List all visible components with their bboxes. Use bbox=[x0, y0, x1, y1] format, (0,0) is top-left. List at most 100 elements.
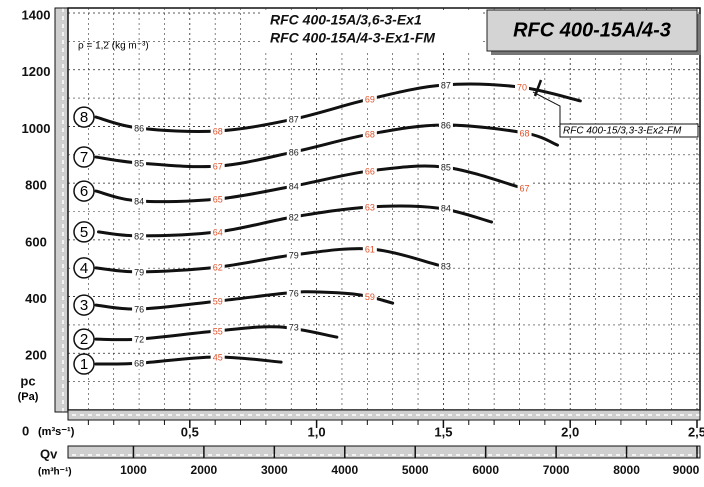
efficiency-bg bbox=[286, 248, 301, 261]
chart-title: RFC 400-15A/4-3 bbox=[513, 19, 671, 41]
x-axis-band bbox=[67, 409, 701, 421]
y-tick-label: 1000 bbox=[22, 121, 51, 136]
plot-frame bbox=[67, 7, 701, 411]
efficiency-label: 79 bbox=[134, 267, 144, 277]
speed-circle bbox=[73, 353, 95, 375]
efficiency-bg bbox=[438, 79, 453, 92]
x-tick-label: 0,5 bbox=[181, 424, 199, 439]
efficiency-label: 84 bbox=[441, 203, 451, 213]
y-tick-label: 1400 bbox=[22, 7, 51, 22]
speed-label: 8 bbox=[80, 109, 88, 126]
fan-curve bbox=[94, 247, 440, 274]
efficiency-bg bbox=[362, 290, 377, 303]
efficiency-label: 84 bbox=[134, 196, 144, 206]
subtitle-bg bbox=[262, 12, 482, 50]
subtitle: RFC 400-15A/4-3-Ex1-FM bbox=[270, 30, 435, 46]
y-axis-band bbox=[54, 7, 69, 413]
efficiency-bg bbox=[210, 124, 225, 137]
efficiency-bg bbox=[210, 350, 225, 363]
speed-label: 4 bbox=[80, 260, 88, 277]
efficiency-bg bbox=[362, 92, 377, 105]
efficiency-label: 87 bbox=[441, 80, 451, 90]
efficiency-bg bbox=[132, 195, 147, 208]
efficiency-bg bbox=[286, 286, 301, 299]
x-axis-unit: (m³s⁻¹) bbox=[38, 426, 75, 438]
efficiency-label: 85 bbox=[134, 158, 144, 168]
speed-circle bbox=[73, 257, 95, 279]
efficiency-bg bbox=[132, 265, 147, 278]
x2-tick-label: 1000 bbox=[120, 463, 147, 477]
efficiency-bg bbox=[210, 261, 225, 274]
x2-axis-label: Qv bbox=[40, 446, 58, 461]
efficiency-bg bbox=[286, 210, 301, 223]
x-tick-label: 2,5 bbox=[688, 424, 704, 439]
x2-tick-label: 6000 bbox=[472, 463, 499, 477]
efficiency-label: 64 bbox=[213, 227, 223, 237]
title-box bbox=[486, 9, 698, 52]
efficiency-bg bbox=[132, 333, 147, 346]
y-axis-label: pc bbox=[20, 373, 35, 388]
speed-label: 2 bbox=[80, 331, 88, 348]
x2-tick-label: 8000 bbox=[613, 463, 640, 477]
efficiency-bg bbox=[362, 200, 377, 213]
speed-circle bbox=[73, 180, 95, 202]
efficiency-label: 73 bbox=[289, 322, 299, 332]
efficiency-bg bbox=[362, 128, 377, 141]
efficiency-bg bbox=[438, 119, 453, 132]
speed-label: 3 bbox=[80, 297, 88, 314]
efficiency-bg bbox=[438, 202, 453, 215]
efficiency-label: 86 bbox=[289, 147, 299, 157]
efficiency-bg bbox=[517, 126, 532, 139]
fan-curve bbox=[94, 123, 560, 169]
y-tick-label: 1200 bbox=[22, 64, 51, 79]
y-axis-unit: (Pa) bbox=[18, 391, 39, 403]
efficiency-bg bbox=[210, 295, 225, 308]
density-note: ρ = 1,2 (kg m⁻³) bbox=[78, 41, 149, 52]
efficiency-label: 68 bbox=[520, 128, 530, 138]
efficiency-bg bbox=[286, 145, 301, 158]
efficiency-bg bbox=[362, 242, 377, 255]
efficiency-label: 59 bbox=[213, 296, 223, 306]
efficiency-label: 61 bbox=[365, 244, 375, 254]
efficiency-bg bbox=[210, 225, 225, 238]
x2-tick-label: 2000 bbox=[191, 463, 218, 477]
efficiency-label: 76 bbox=[134, 304, 144, 314]
efficiency-label: 62 bbox=[213, 262, 223, 272]
efficiency-bg bbox=[210, 324, 225, 337]
efficiency-bg bbox=[362, 164, 377, 177]
efficiency-label: 86 bbox=[441, 120, 451, 130]
speed-label: 5 bbox=[80, 224, 88, 241]
y-tick-label: 400 bbox=[25, 291, 47, 306]
speed-circle bbox=[73, 328, 95, 350]
y-tick-label: 600 bbox=[25, 234, 47, 249]
grid bbox=[68, 8, 700, 458]
efficiency-label: 79 bbox=[289, 250, 299, 260]
efficiency-bg bbox=[438, 160, 453, 173]
efficiency-label: 83 bbox=[441, 261, 451, 271]
efficiency-label: 68 bbox=[213, 126, 223, 136]
x-origin-label: 0 bbox=[22, 423, 29, 438]
speed-circle bbox=[73, 146, 95, 168]
fan-curve bbox=[94, 164, 521, 204]
efficiency-bg bbox=[132, 157, 147, 170]
efficiency-label: 86 bbox=[134, 124, 144, 134]
y-tick-label: 200 bbox=[25, 348, 47, 363]
x-tick-label: 2,0 bbox=[561, 424, 579, 439]
efficiency-bg bbox=[132, 229, 147, 242]
annotation-box bbox=[559, 123, 699, 138]
y-tick-label: 800 bbox=[25, 178, 47, 193]
efficiency-bg bbox=[286, 320, 301, 333]
efficiency-label: 84 bbox=[289, 181, 299, 191]
speed-label: 1 bbox=[80, 356, 88, 373]
efficiency-label: 68 bbox=[365, 129, 375, 139]
speed-label: 6 bbox=[80, 183, 88, 200]
efficiency-bg bbox=[210, 160, 225, 173]
efficiency-label: 76 bbox=[289, 288, 299, 298]
efficiency-label: 67 bbox=[520, 183, 530, 193]
efficiency-bg bbox=[132, 303, 147, 316]
annotation: RFC 400-15/3,3-3-Ex2-FM bbox=[563, 126, 682, 137]
efficiency-label: 55 bbox=[213, 326, 223, 336]
efficiency-bg bbox=[132, 122, 147, 135]
speed-circle bbox=[73, 221, 95, 243]
